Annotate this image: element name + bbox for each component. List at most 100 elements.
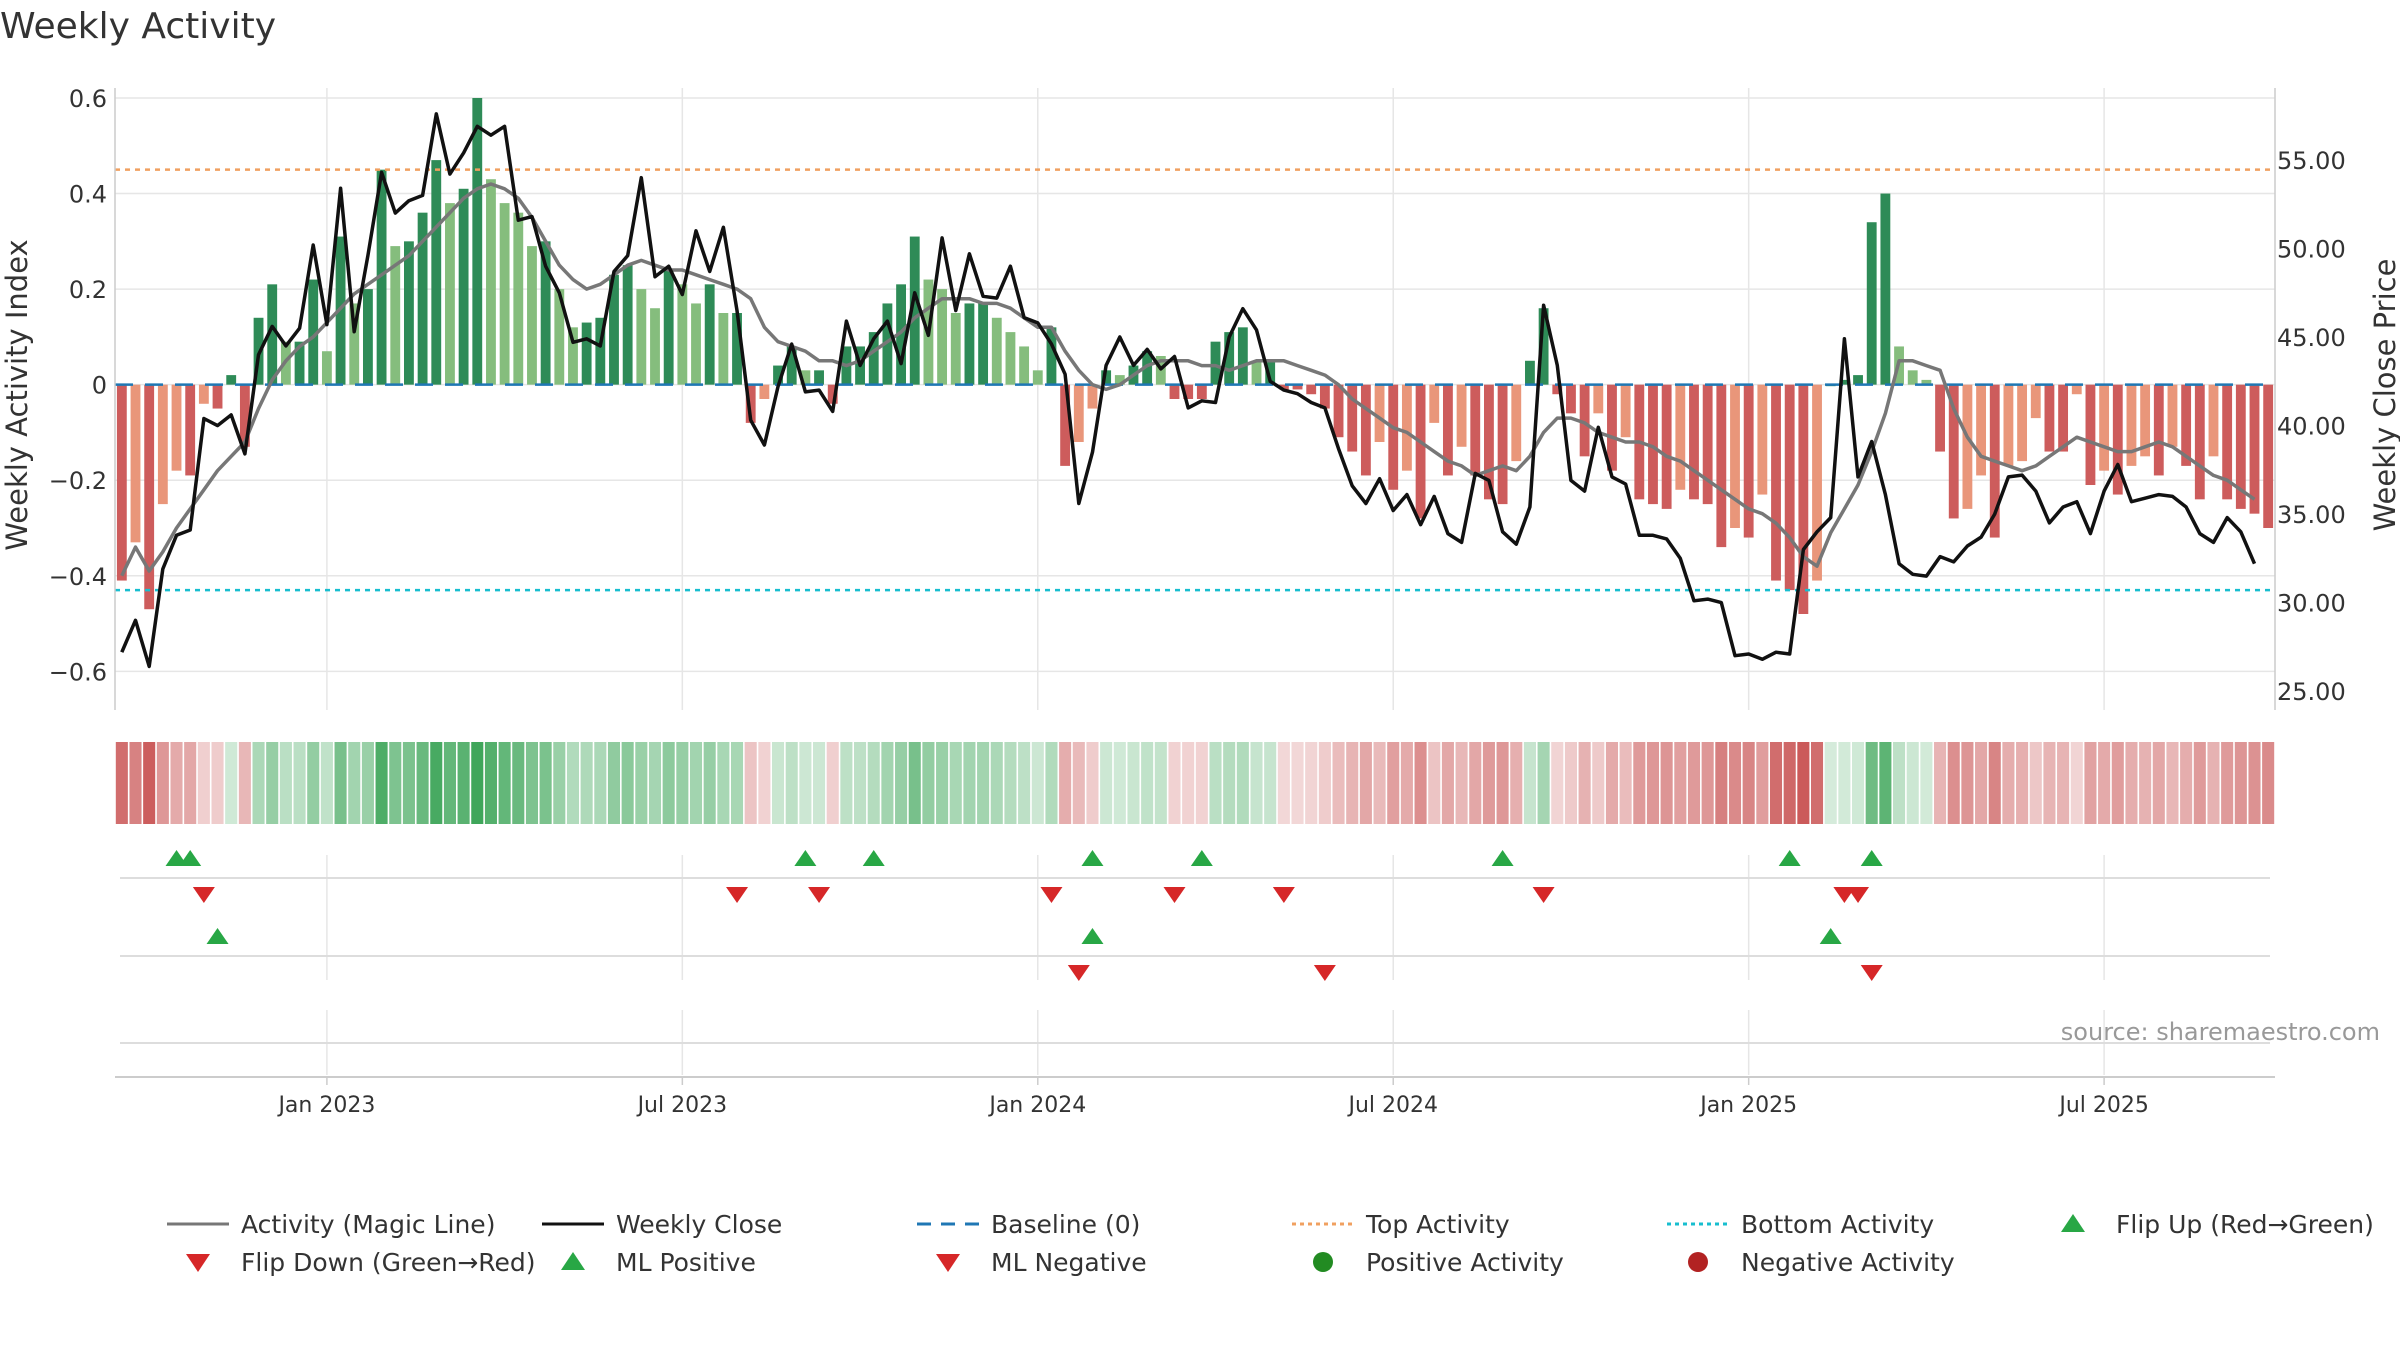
- activity-bar: [2153, 384, 2164, 476]
- flip-up-marker: [862, 850, 885, 866]
- flip-up-marker: [1081, 850, 1104, 866]
- activity-bar: [2058, 384, 2069, 452]
- legend-label: Bottom Activity: [1741, 1209, 1935, 1239]
- activity-bar: [1784, 384, 1795, 591]
- heatmap-cell: [279, 742, 292, 824]
- activity-bar: [1278, 384, 1289, 390]
- heatmap-cell: [430, 742, 443, 824]
- activity-bar: [636, 289, 647, 385]
- y2-tick-label: 25.00: [2277, 678, 2346, 706]
- activity-bar: [663, 270, 674, 385]
- activity-bar: [1306, 384, 1317, 395]
- activity-bar: [718, 313, 729, 385]
- y2-tick-label: 50.00: [2277, 236, 2346, 264]
- heatmap-cell: [1564, 742, 1577, 824]
- activity-bar: [321, 351, 332, 385]
- activity-bar: [896, 284, 906, 385]
- heatmap-cell: [1674, 742, 1687, 824]
- legend-ml-positive-triangle-icon: [561, 1252, 585, 1270]
- flip-down-marker: [1272, 887, 1295, 903]
- heatmap-cell: [1975, 742, 1988, 824]
- heatmap-cell: [293, 742, 306, 824]
- heatmap-cell: [334, 742, 347, 824]
- activity-bar: [568, 327, 578, 385]
- activity-bar: [2167, 384, 2178, 447]
- heatmap-cell: [1619, 742, 1632, 824]
- legend-flip-down-triangle-icon: [186, 1254, 210, 1272]
- activity-bar: [1196, 384, 1207, 399]
- heatmap-cell: [2193, 742, 2206, 824]
- activity-bar: [814, 370, 824, 385]
- activity-bar: [1237, 327, 1248, 385]
- activity-bar: [2030, 384, 2041, 419]
- activity-bar: [1388, 384, 1399, 490]
- flip-up-marker: [1491, 850, 1514, 866]
- heatmap-cell: [977, 742, 990, 824]
- heatmap-cell: [1127, 742, 1140, 824]
- legend-label: Negative Activity: [1741, 1247, 1955, 1277]
- activity-bar: [540, 241, 551, 385]
- activity-bar: [404, 241, 414, 385]
- activity-bar: [362, 289, 373, 385]
- heatmap-cell: [854, 742, 867, 824]
- legend-ml-negative-triangle-icon: [936, 1254, 960, 1272]
- activity-bar: [1251, 360, 1262, 385]
- activity-bar: [1169, 384, 1180, 399]
- x-tick-label: Jan 2025: [1698, 1093, 1797, 1118]
- activity-bar: [1415, 384, 1426, 519]
- legend-label: Top Activity: [1366, 1209, 1510, 1239]
- heatmap-cell: [2084, 742, 2097, 824]
- y2-tick-label: 55.00: [2277, 147, 2346, 175]
- legend-item-bottom-activity: Bottom Activity: [1665, 1206, 1934, 1242]
- heatmap-cell: [1414, 742, 1427, 824]
- activity-bar: [759, 384, 770, 399]
- y2-tick-label: 45.00: [2277, 324, 2346, 352]
- activity-bar: [1798, 384, 1809, 614]
- activity-bar: [1046, 327, 1057, 385]
- activity-bar: [1060, 384, 1071, 466]
- heatmap-cell: [1920, 742, 1933, 824]
- activity-bar: [2126, 384, 2137, 466]
- activity-bar: [2099, 384, 2110, 471]
- heatmap-cell: [1018, 742, 1031, 824]
- heatmap-cell: [1961, 742, 1974, 824]
- heatmap-cell: [1141, 742, 1154, 824]
- heatmap-cell: [1537, 742, 1550, 824]
- heatmap-cell: [662, 742, 675, 824]
- heatmap-cell: [2098, 742, 2111, 824]
- heatmap-cell: [2070, 742, 2083, 824]
- activity-bar: [1210, 341, 1221, 385]
- heatmap-cell: [1783, 742, 1796, 824]
- heatmap-cell: [1154, 742, 1167, 824]
- activity-bar: [226, 375, 237, 385]
- heatmap-cell: [963, 742, 976, 824]
- activity-bar: [1730, 384, 1740, 528]
- activity-bar: [294, 341, 305, 385]
- activity-bar: [1497, 384, 1508, 505]
- heatmap-cell: [1605, 742, 1618, 824]
- activity-bar: [1456, 384, 1467, 447]
- activity-bar: [1566, 384, 1576, 414]
- legend-label: Activity (Magic Line): [241, 1209, 496, 1239]
- heatmap-cell: [1551, 742, 1564, 824]
- y2-tick-label: 30.00: [2277, 590, 2346, 618]
- activity-bar: [882, 303, 893, 385]
- activity-bar: [1183, 384, 1194, 399]
- legend-label: Positive Activity: [1366, 1247, 1564, 1277]
- flip-up-marker: [1778, 850, 1801, 866]
- flip-down-marker: [1847, 887, 1870, 903]
- activity-bar: [704, 284, 715, 385]
- activity-bar: [1620, 384, 1631, 438]
- activity-bar: [1319, 384, 1330, 409]
- activity-bar: [1689, 384, 1699, 500]
- activity-bar: [157, 384, 168, 505]
- heatmap-cell: [1893, 742, 1906, 824]
- activity-bar: [950, 313, 961, 385]
- legend-magic-line-swatch: [167, 1222, 229, 1226]
- heatmap-cell: [2180, 742, 2193, 824]
- flip-down-marker: [726, 887, 749, 903]
- y2-tick-label: 35.00: [2277, 501, 2346, 529]
- heatmap-cell: [2029, 742, 2042, 824]
- heatmap-cell: [1168, 742, 1181, 824]
